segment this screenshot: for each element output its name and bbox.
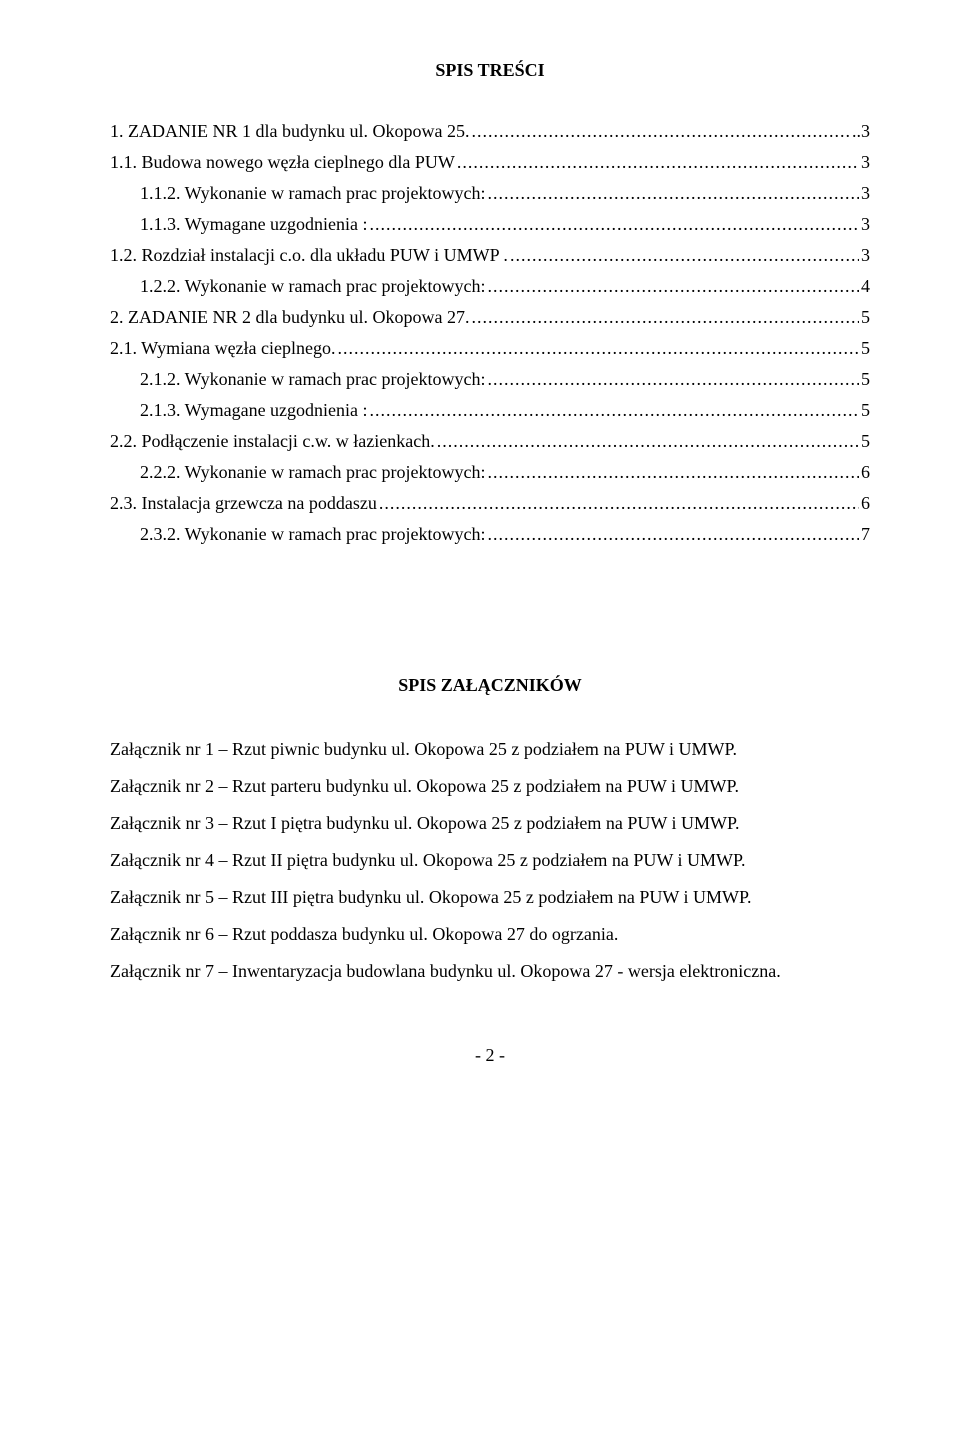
attachment-line: Załącznik nr 4 – Rzut II piętra budynku … — [110, 847, 870, 874]
toc-line: 2. ZADANIE NR 2 dla budynku ul. Okopowa … — [110, 307, 870, 328]
toc-page: 6 — [861, 493, 870, 514]
toc-leader — [510, 245, 859, 266]
attachment-line: Załącznik nr 7 – Inwentaryzacja budowlan… — [110, 958, 870, 985]
toc-page: ..3 — [852, 121, 870, 142]
toc-leader — [487, 369, 859, 390]
toc-label: 2.1.3. Wymagane uzgodnienia : — [140, 400, 368, 421]
toc-page: 3 — [861, 183, 870, 204]
toc-line: 1.1.2. Wykonanie w ramach prac projektow… — [110, 183, 870, 204]
toc-label: 1.2. Rozdział instalacji c.o. dla układu… — [110, 245, 508, 266]
toc-line: 1. ZADANIE NR 1 dla budynku ul. Okopowa … — [110, 121, 870, 142]
toc-leader — [487, 462, 859, 483]
toc-label: 2.1. Wymiana węzła cieplnego. — [110, 338, 336, 359]
toc-page: 5 — [861, 338, 870, 359]
toc-leader — [370, 400, 859, 421]
toc-leader — [379, 493, 859, 514]
toc-label: 2.3. Instalacja grzewcza na poddaszu — [110, 493, 377, 514]
toc-label: 1. ZADANIE NR 1 dla budynku ul. Okopowa … — [110, 121, 469, 142]
toc-page: 6 — [861, 462, 870, 483]
toc-leader — [487, 524, 859, 545]
attachment-line: Załącznik nr 1 – Rzut piwnic budynku ul.… — [110, 736, 870, 763]
toc-line: 2.1. Wymiana węzła cieplnego. 5 — [110, 338, 870, 359]
toc-line: 1.2.2. Wykonanie w ramach prac projektow… — [110, 276, 870, 297]
toc-line: 2.2.2. Wykonanie w ramach prac projektow… — [110, 462, 870, 483]
toc-leader — [471, 121, 850, 142]
toc-page: 5 — [861, 307, 870, 328]
toc-leader — [338, 338, 859, 359]
attachment-line: Załącznik nr 6 – Rzut poddasza budynku u… — [110, 921, 870, 948]
toc-label: 1.1.2. Wykonanie w ramach prac projektow… — [140, 183, 485, 204]
toc-line: 2.1.2. Wykonanie w ramach prac projektow… — [110, 369, 870, 390]
toc-page: 4 — [861, 276, 870, 297]
attachment-line: Załącznik nr 2 – Rzut parteru budynku ul… — [110, 773, 870, 800]
toc-page: 3 — [861, 245, 870, 266]
toc-leader — [437, 431, 859, 452]
toc-page: 5 — [861, 369, 870, 390]
toc-label: 1.2.2. Wykonanie w ramach prac projektow… — [140, 276, 485, 297]
toc-leader — [471, 307, 859, 328]
toc-label: 2.1.2. Wykonanie w ramach prac projektow… — [140, 369, 485, 390]
toc-line: 2.2. Podłączenie instalacji c.w. w łazie… — [110, 431, 870, 452]
toc-leader — [487, 183, 859, 204]
toc-label: 1.1. Budowa nowego węzła cieplnego dla P… — [110, 152, 455, 173]
toc-page: 3 — [861, 214, 870, 235]
attachments-title: SPIS ZAŁĄCZNIKÓW — [110, 675, 870, 696]
toc-leader — [457, 152, 859, 173]
toc-leader — [370, 214, 859, 235]
toc-label: 2.2.2. Wykonanie w ramach prac projektow… — [140, 462, 485, 483]
toc-leader — [487, 276, 859, 297]
toc-label: 1.1.3. Wymagane uzgodnienia : — [140, 214, 368, 235]
page-title: SPIS TREŚCI — [110, 60, 870, 81]
toc-line: 1.1. Budowa nowego węzła cieplnego dla P… — [110, 152, 870, 173]
toc-label: 2.3.2. Wykonanie w ramach prac projektow… — [140, 524, 485, 545]
toc-label: 2. ZADANIE NR 2 dla budynku ul. Okopowa … — [110, 307, 469, 328]
toc-page: 5 — [861, 431, 870, 452]
toc-page: 3 — [861, 152, 870, 173]
attachments-container: Załącznik nr 1 – Rzut piwnic budynku ul.… — [110, 736, 870, 985]
toc-line: 1.1.3. Wymagane uzgodnienia : 3 — [110, 214, 870, 235]
toc-label: 2.2. Podłączenie instalacji c.w. w łazie… — [110, 431, 435, 452]
toc-page: 7 — [861, 524, 870, 545]
toc-page: 5 — [861, 400, 870, 421]
attachment-line: Załącznik nr 3 – Rzut I piętra budynku u… — [110, 810, 870, 837]
toc-container: 1. ZADANIE NR 1 dla budynku ul. Okopowa … — [110, 121, 870, 545]
page-footer: - 2 - — [110, 1045, 870, 1066]
toc-line: 2.3. Instalacja grzewcza na poddaszu 6 — [110, 493, 870, 514]
attachment-line: Załącznik nr 5 – Rzut III piętra budynku… — [110, 884, 870, 911]
toc-line: 2.3.2. Wykonanie w ramach prac projektow… — [110, 524, 870, 545]
toc-line: 1.2. Rozdział instalacji c.o. dla układu… — [110, 245, 870, 266]
toc-line: 2.1.3. Wymagane uzgodnienia : 5 — [110, 400, 870, 421]
